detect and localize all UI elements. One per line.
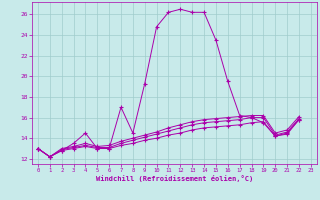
X-axis label: Windchill (Refroidissement éolien,°C): Windchill (Refroidissement éolien,°C) [96, 175, 253, 182]
